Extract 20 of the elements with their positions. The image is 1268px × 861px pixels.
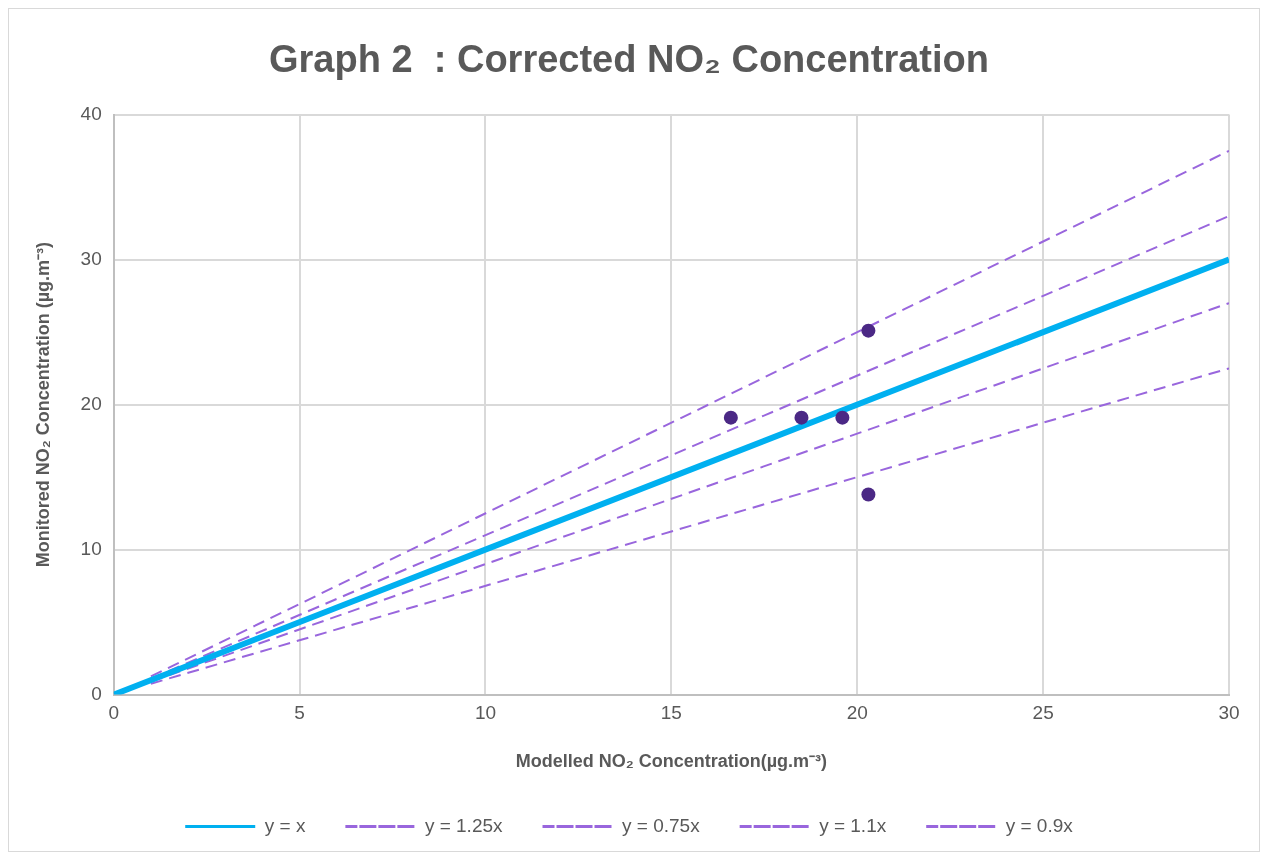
x-tick-label: 25 bbox=[1032, 702, 1054, 724]
legend-label: y = 1.25x bbox=[424, 814, 504, 836]
y-tick-label: 20 bbox=[80, 392, 102, 414]
y-tick-label: 30 bbox=[80, 247, 102, 269]
y-tick-label: 10 bbox=[80, 537, 102, 559]
y-tick-label: 0 bbox=[91, 682, 102, 704]
y-tick-label: 40 bbox=[80, 102, 102, 124]
x-tick-label: 5 bbox=[294, 702, 305, 724]
x-tick-label: 10 bbox=[474, 702, 497, 724]
x-axis-title: Modelled NO₂ Concentration(µg.m⁻³) bbox=[515, 751, 828, 772]
legend-label: y = x bbox=[264, 814, 306, 836]
chart-title: Graph 2 : Corrected NO₂ Concentration bbox=[269, 38, 989, 81]
x-tick-label: 15 bbox=[660, 702, 682, 724]
legend-label: y = 0.9x bbox=[1005, 814, 1074, 836]
x-tick-label: 0 bbox=[108, 702, 120, 724]
x-tick-label: 30 bbox=[1218, 702, 1240, 724]
legend-label: y = 1.1x bbox=[819, 814, 887, 836]
y-axis-title: Monitored NO₂ Concentration (µg.m⁻³) bbox=[32, 241, 53, 568]
x-tick-label: 20 bbox=[846, 702, 868, 724]
legend-label: y = 0.75x bbox=[622, 814, 701, 836]
